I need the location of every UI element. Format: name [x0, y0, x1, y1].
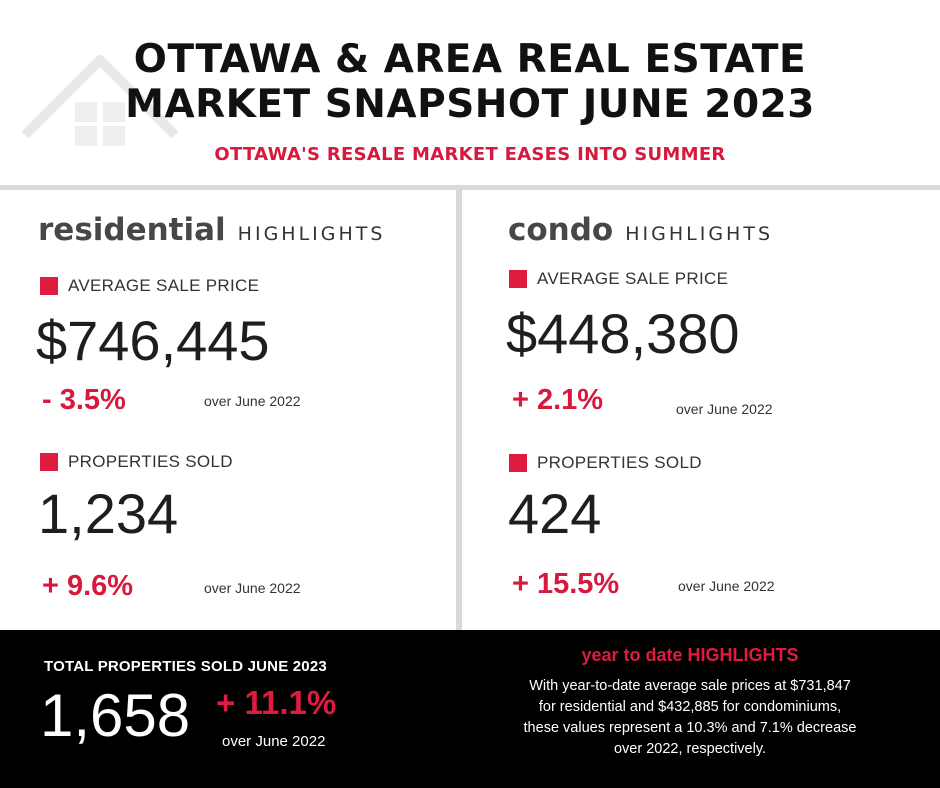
- residential-avg-price-label-text: AVERAGE SALE PRICE: [68, 276, 260, 295]
- total-sold-compare: over June 2022: [222, 733, 326, 750]
- page-title-line1: OTTAWA & AREA REAL ESTATE: [133, 37, 807, 82]
- condo-sold-change: + 15.5%: [512, 568, 620, 600]
- condo-avg-price-compare: over June 2022: [676, 401, 773, 417]
- condo-heading-big: condo: [508, 212, 614, 248]
- condo-heading: condo HIGHLIGHTS: [508, 212, 773, 248]
- residential-sold-label-text: PROPERTIES SOLD: [68, 452, 233, 471]
- residential-sold-label: PROPERTIES SOLD: [40, 452, 233, 472]
- residential-heading-big: residential: [38, 212, 226, 248]
- residential-avg-price-compare: over June 2022: [204, 393, 301, 409]
- residential-avg-price: $746,445: [36, 309, 270, 372]
- total-sold-change: + 11.1%: [216, 684, 337, 721]
- condo-sold-label: PROPERTIES SOLD: [509, 453, 702, 473]
- condo-heading-small: HIGHLIGHTS: [625, 223, 774, 245]
- residential-avg-price-change: - 3.5%: [42, 384, 126, 416]
- page-subtitle: OTTAWA'S RESALE MARKET EASES INTO SUMMER: [214, 144, 726, 165]
- condo-sold-compare: over June 2022: [678, 578, 775, 594]
- ytd-title: year to date HIGHLIGHTS: [581, 645, 799, 665]
- total-sold-label: TOTAL PROPERTIES SOLD JUNE 2023: [44, 658, 327, 675]
- condo-avg-price-change: + 2.1%: [512, 384, 604, 416]
- red-square-icon: [40, 453, 58, 471]
- red-square-icon: [40, 277, 58, 295]
- residential-sold-compare: over June 2022: [204, 580, 301, 596]
- total-sold-value: 1,658: [40, 682, 191, 749]
- ytd-line: over 2022, respectively.: [613, 741, 767, 757]
- red-square-icon: [509, 270, 527, 288]
- condo-sold-label-text: PROPERTIES SOLD: [537, 453, 702, 472]
- ytd-line: With year-to-date average sale prices at…: [529, 678, 851, 694]
- condo-avg-price-label-text: AVERAGE SALE PRICE: [537, 269, 729, 288]
- vertical-divider: [456, 190, 462, 630]
- condo-sold: 424: [508, 482, 602, 545]
- condo-avg-price-label: AVERAGE SALE PRICE: [509, 269, 728, 289]
- footer-band: [0, 630, 940, 788]
- horizontal-divider: [0, 185, 940, 190]
- ytd-line: these values represent a 10.3% and 7.1% …: [523, 720, 857, 736]
- ytd-text: With year-to-date average sale prices at…: [495, 676, 885, 760]
- residential-avg-price-label: AVERAGE SALE PRICE: [40, 276, 259, 296]
- condo-avg-price: $448,380: [506, 302, 740, 365]
- ytd-line: for residential and $432,885 for condomi…: [538, 699, 842, 715]
- house-logo-icon: [21, 55, 179, 146]
- red-square-icon: [509, 454, 527, 472]
- residential-sold: 1,234: [38, 482, 179, 545]
- residential-heading-small: HIGHLIGHTS: [237, 223, 386, 245]
- residential-heading: residential HIGHLIGHTS: [38, 212, 385, 248]
- page-title-line2: MARKET SNAPSHOT JUNE 2023: [125, 82, 815, 127]
- residential-sold-change: + 9.6%: [42, 570, 134, 602]
